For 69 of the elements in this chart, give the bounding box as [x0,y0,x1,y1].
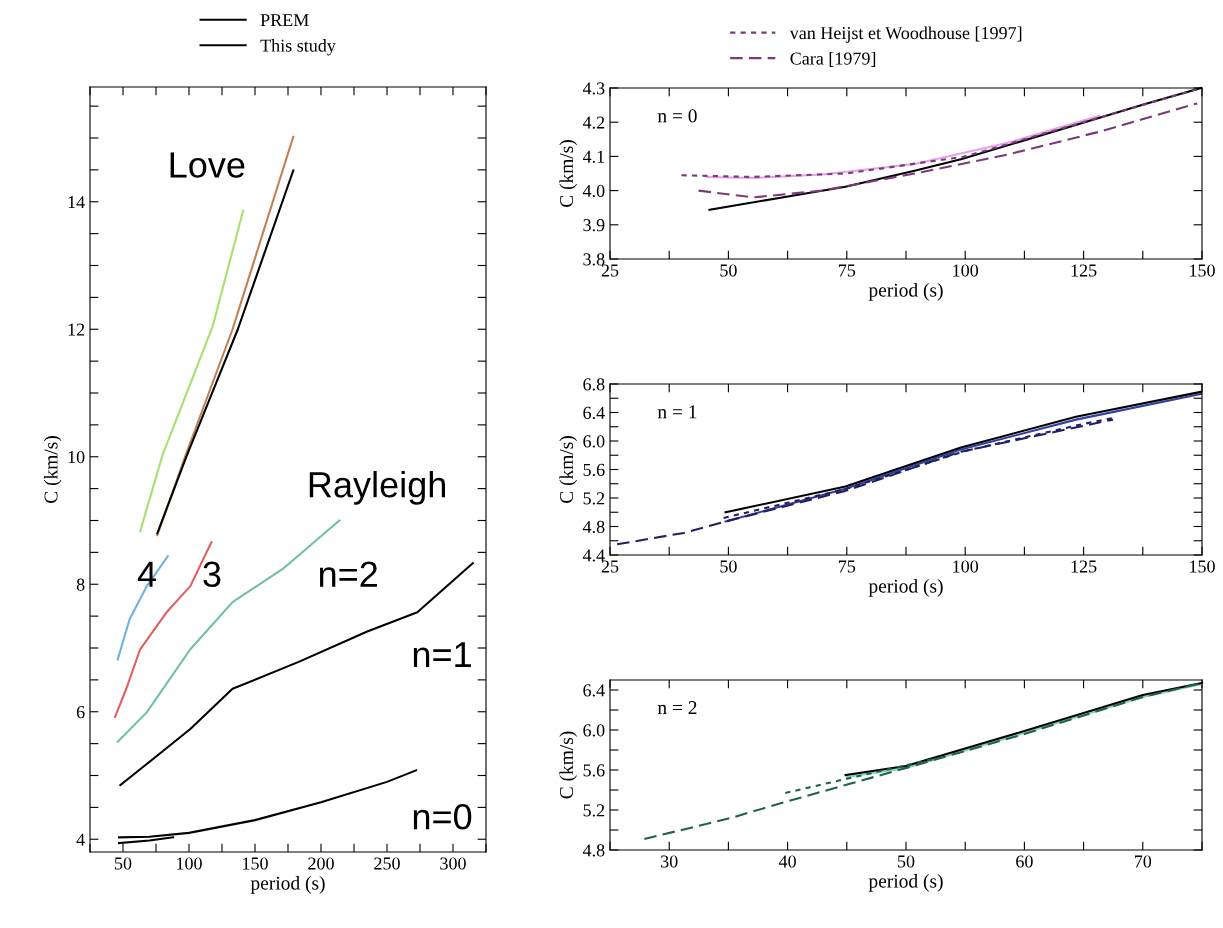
y-tick-label: 4 [76,833,85,846]
annotation: n=0 [413,803,472,830]
y-tick-label: 5.2 [583,492,605,505]
x-axis-title: period (s) [868,283,943,301]
x-tick-label: 40 [778,855,796,868]
y-tick-label: 3.8 [583,253,605,266]
y-tick-label: 3.9 [583,219,605,232]
x-tick-label: 25 [601,264,619,277]
x-tick-label: 200 [308,857,334,870]
y-axis-title: C (km/s) [559,731,578,799]
y-tick-label: 5.6 [583,764,605,777]
x-tick-label: 150 [243,857,268,870]
x-tick-label: 125 [1071,264,1097,277]
y-tick-label: 6.0 [583,724,605,737]
y-tick-label: 6.4 [583,684,605,697]
annotation: Love [170,152,245,178]
x-tick-label: 50 [898,855,915,868]
y-tick-label: 4.2 [582,116,605,129]
legend-label: Cara [1979] [790,51,876,67]
y-tick-label: 4.4 [582,549,605,562]
x-tick-label: 60 [1016,855,1033,868]
x-tick-label: 30 [661,855,678,868]
x-tick-label: 25 [601,560,619,573]
y-axis-title: C (km/s) [559,436,578,503]
y-tick-label: 6 [76,706,85,719]
y-tick-label: 8 [76,578,85,591]
x-axis-title: period (s) [868,874,943,892]
y-tick-label: 5.2 [583,804,605,817]
y-tick-label: 12 [68,323,85,336]
y-tick-label: 6.8 [583,378,605,391]
y-tick-label: 14 [68,196,85,209]
annotation: n = 1 [657,405,697,419]
x-tick-label: 150 [1190,560,1215,573]
x-axis-title: period (s) [250,876,325,894]
y-tick-label: 4.1 [582,150,605,163]
x-tick-label: 75 [838,264,856,277]
y-axis-title: C (km/s) [43,436,62,503]
y-tick-label: 4.3 [582,82,605,95]
legend-label: van Heijst et Woodhouse [1997] [789,26,1022,43]
x-tick-label: 100 [953,560,979,573]
y-tick-label: 6.4 [583,406,605,420]
x-tick-label: 250 [374,857,400,870]
x-tick-label: 300 [440,857,466,870]
x-tick-label: 150 [1190,264,1215,277]
y-tick-label: 4.8 [582,520,605,534]
x-axis-title: period (s) [868,579,943,597]
x-tick-label: 75 [838,560,856,573]
x-tick-label: 70 [1134,855,1152,868]
y-tick-label: 4.8 [582,844,605,857]
annotation: n = 2 [657,701,697,714]
y-tick-label: 6.0 [583,435,605,448]
x-tick-label: 100 [953,264,979,277]
legend-label: PREM [260,14,309,27]
x-tick-label: 125 [1071,560,1097,573]
annotation: Rayleigh [309,471,446,505]
annotation: n = 0 [657,109,697,123]
x-tick-label: 50 [115,857,132,870]
y-tick-label: 4.0 [582,184,605,198]
annotation: 4 [137,561,157,587]
y-tick-label: 10 [68,451,85,464]
y-axis-title: C (km/s) [559,140,578,207]
x-tick-label: 100 [177,857,202,870]
annotation: n=1 [413,642,471,668]
x-tick-label: 50 [720,264,737,277]
annotation: 3 [203,561,221,588]
y-tick-label: 5.6 [583,463,605,477]
annotation: n=2 [319,561,378,587]
legend-label: This study [260,39,336,56]
x-tick-label: 50 [720,560,737,573]
